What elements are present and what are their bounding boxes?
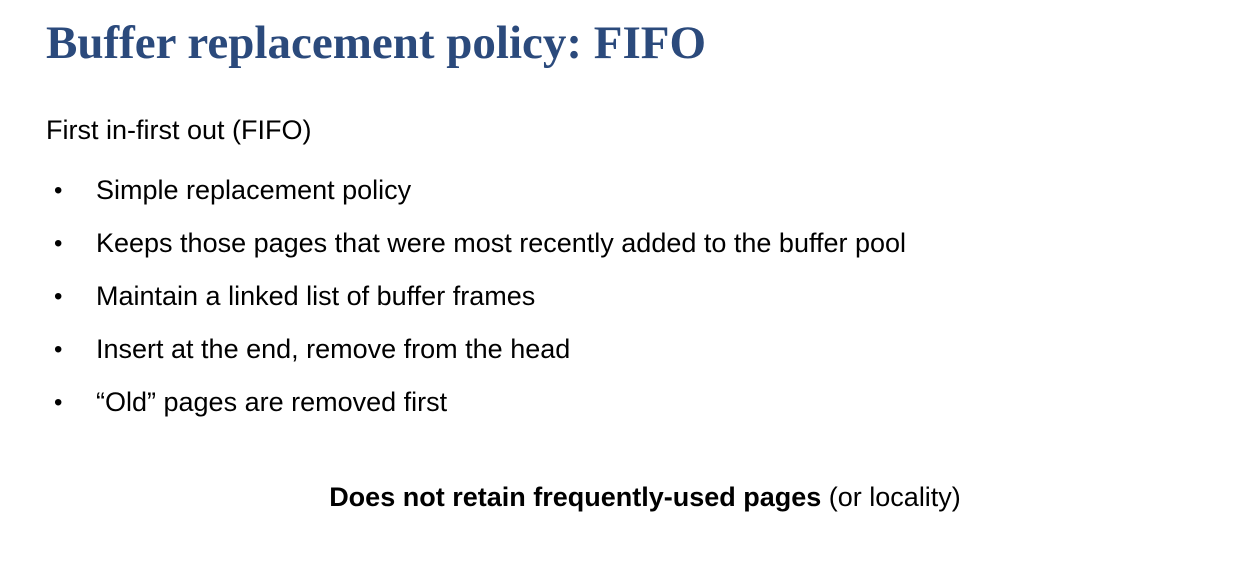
bullet-text: Maintain a linked list of buffer frames [96, 281, 536, 311]
bullet-list: • Simple replacement policy • Keeps thos… [54, 164, 906, 429]
bullet-text: Insert at the end, remove from the head [96, 334, 571, 364]
bullet-item: • Keeps those pages that were most recen… [54, 217, 906, 270]
bullet-text: Simple replacement policy [96, 175, 412, 205]
bullet-text: “Old” pages are removed first [96, 387, 448, 417]
footer-bold-text: Does not retain frequently-used pages [329, 482, 822, 512]
bullet-icon: • [54, 229, 63, 257]
bullet-text: Keeps those pages that were most recentl… [96, 228, 907, 258]
bullet-item: • Simple replacement policy [54, 164, 906, 217]
footer-normal-text: (or locality) [821, 482, 961, 512]
bullet-icon: • [54, 176, 63, 204]
bullet-icon: • [54, 388, 63, 416]
bullet-item: • Maintain a linked list of buffer frame… [54, 270, 906, 323]
bullet-item: • “Old” pages are removed first [54, 376, 906, 429]
intro-text: First in-first out (FIFO) [46, 115, 312, 145]
slide-title: Buffer replacement policy: FIFO [46, 17, 707, 69]
bullet-icon: • [54, 335, 63, 363]
bullet-icon: • [54, 282, 63, 310]
bullet-item: • Insert at the end, remove from the hea… [54, 323, 906, 376]
footer-note: Does not retain frequently-used pages (o… [0, 480, 1258, 514]
